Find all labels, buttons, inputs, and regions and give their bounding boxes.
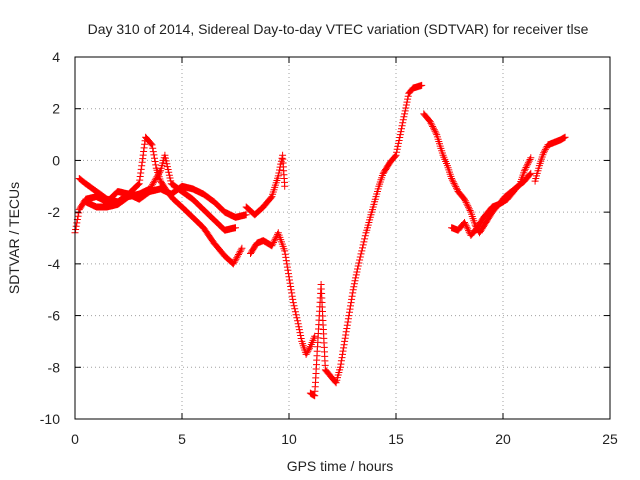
y-tick-label: 2 <box>52 101 60 117</box>
y-tick-label: -8 <box>48 359 61 375</box>
axis-ticks: 0 5 10 15 20 25 -10 -8 -6 -4 -2 0 2 4 <box>40 49 618 447</box>
sat-trace-3 <box>82 151 239 234</box>
x-tick-label: 25 <box>602 431 618 447</box>
sat-trace-4-markers <box>242 151 289 219</box>
sat-trace-8 <box>448 169 535 239</box>
y-tick-label: -2 <box>48 204 61 220</box>
plot-frame <box>74 56 611 420</box>
sat-trace-6 <box>306 81 426 400</box>
y-tick-label: 0 <box>52 152 60 168</box>
y-axis-label: SDTVAR / TECUs <box>6 182 22 294</box>
sat-trace-7-markers <box>420 110 535 237</box>
y-tick-label: -10 <box>40 411 60 427</box>
sat-trace-8-markers <box>448 169 535 239</box>
y-tick-label: -4 <box>48 256 61 272</box>
x-tick-label: 15 <box>388 431 404 447</box>
sat-trace-7 <box>420 110 535 237</box>
x-tick-label: 0 <box>71 431 79 447</box>
x-tick-label: 10 <box>281 431 297 447</box>
sat-trace-3-markers <box>82 151 239 234</box>
x-tick-label: 20 <box>495 431 511 447</box>
sat-trace-9-markers <box>531 133 569 185</box>
y-tick-label: -6 <box>48 308 61 324</box>
sat-trace-6-markers <box>306 81 426 400</box>
sat-trace-5-markers <box>247 229 319 358</box>
grid-lines <box>75 57 610 419</box>
x-axis-label: GPS time / hours <box>287 458 394 474</box>
data-markers <box>71 81 569 400</box>
y-tick-label: 4 <box>52 49 60 65</box>
chart-title: Day 310 of 2014, Sidereal Day-to-day VTE… <box>88 21 589 37</box>
sat-trace-5 <box>247 229 319 358</box>
sat-trace-9 <box>531 133 569 185</box>
x-tick-label: 5 <box>178 431 186 447</box>
sat-trace-4 <box>242 151 289 219</box>
